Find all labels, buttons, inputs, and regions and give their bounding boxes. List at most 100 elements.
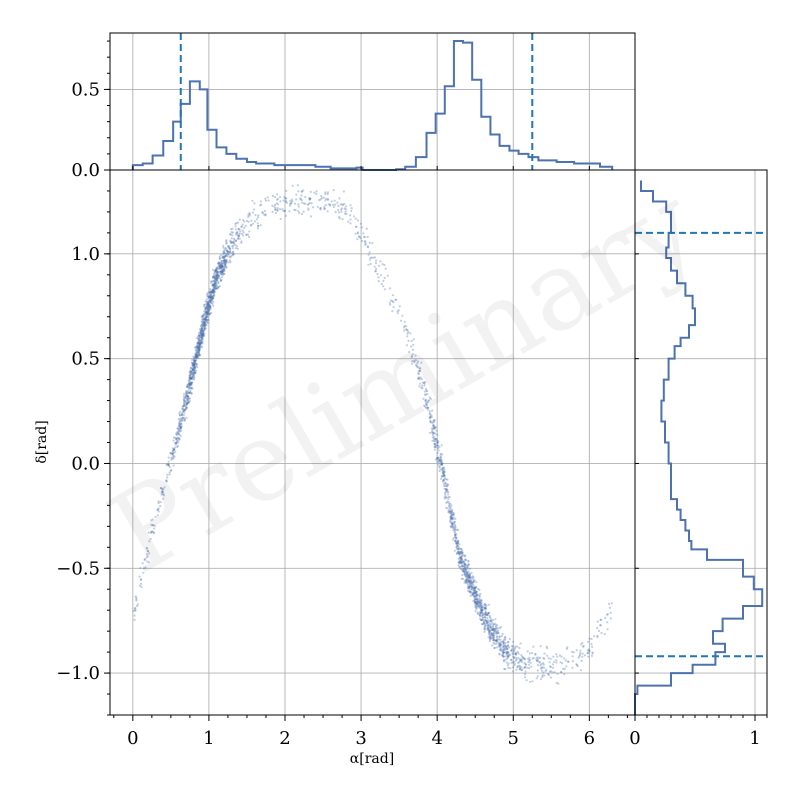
scatter-point (472, 593, 475, 596)
scatter-point (506, 648, 509, 651)
scatter-point (483, 626, 486, 629)
scatter-point (184, 400, 188, 404)
scatter-point (516, 665, 519, 668)
scatter-point (474, 606, 477, 609)
scatter-point (186, 395, 189, 398)
scatter-point (421, 387, 424, 390)
scatter-point (186, 390, 190, 393)
scatter-point (507, 651, 510, 654)
scatter-point (201, 346, 204, 349)
scatter-point (491, 633, 494, 637)
scatter-point (474, 601, 477, 604)
scatter-point (463, 562, 466, 566)
scatter-point (283, 196, 286, 199)
scatter-point (206, 315, 209, 318)
scatter-point (200, 328, 203, 331)
scatter-point (201, 334, 204, 337)
scatter-point (498, 653, 501, 656)
scatter-point (276, 197, 279, 200)
scatter-point (205, 312, 208, 315)
scatter-point (540, 667, 543, 670)
scatter-point (172, 447, 176, 451)
scatter-point (219, 279, 223, 282)
scatter-point (238, 218, 241, 221)
scatter-point (166, 473, 169, 476)
scatter-point (449, 512, 452, 515)
scatter-point (488, 633, 491, 636)
scatter-point (411, 348, 414, 351)
scatter-point (543, 674, 546, 677)
scatter-point (436, 456, 439, 460)
scatter-point (391, 310, 394, 313)
scatter-point (195, 355, 198, 358)
scatter-point (583, 654, 587, 657)
scatter-point (421, 381, 425, 384)
scatter-point (278, 208, 282, 211)
scatter-point (479, 612, 482, 615)
scatter-point (432, 424, 435, 427)
scatter-point (467, 589, 470, 593)
scatter-point (480, 601, 483, 605)
scatter-point (428, 413, 431, 416)
scatter-point (444, 482, 447, 485)
scatter-point (214, 268, 217, 271)
scatter-point (178, 424, 181, 427)
scatter-point (219, 270, 222, 273)
scatter-point (217, 261, 221, 264)
scatter-point (579, 651, 582, 655)
scatter-point (191, 370, 194, 373)
scatter-point (226, 252, 229, 255)
scatter-point (232, 241, 235, 244)
scatter-point (156, 514, 159, 517)
scatter-point (480, 619, 483, 622)
scatter-point (415, 365, 418, 368)
scatter-point (502, 645, 505, 648)
scatter-point (479, 599, 482, 603)
scatter-point (205, 312, 208, 315)
scatter-point (203, 303, 206, 306)
scatter-point (199, 342, 202, 345)
scatter-point (181, 414, 184, 417)
scatter-point (181, 418, 184, 422)
scatter-point (472, 576, 475, 579)
scatter-point (175, 438, 178, 441)
scatter-point (366, 246, 370, 249)
scatter-point (429, 415, 432, 418)
scatter-point (476, 605, 479, 608)
scatter-point (343, 207, 346, 210)
scatter-point (252, 208, 256, 211)
scatter-point (495, 623, 499, 627)
scatter-point (201, 326, 204, 329)
scatter-point (434, 437, 437, 440)
scatter-point (250, 224, 253, 227)
scatter-point (181, 416, 184, 420)
scatter-point (187, 388, 190, 391)
scatter-point (423, 393, 426, 396)
scatter-point (150, 530, 153, 533)
scatter-point (563, 657, 566, 660)
scatter-point (213, 277, 216, 280)
scatter-point (490, 628, 493, 631)
scatter-point (443, 471, 446, 474)
scatter-point (491, 644, 494, 647)
scatter-point (363, 235, 366, 238)
scatter-point (140, 578, 143, 581)
scatter-point (495, 639, 498, 642)
scatter-point (217, 264, 221, 267)
scatter-point (461, 551, 464, 554)
scatter-point (219, 264, 222, 267)
scatter-point (429, 421, 433, 424)
scatter-point (504, 655, 507, 658)
scatter-point (206, 307, 210, 310)
scatter-point (192, 378, 195, 381)
scatter-point (192, 358, 195, 361)
scatter-point (162, 493, 165, 496)
main-grid (110, 170, 635, 715)
scatter-point (306, 203, 309, 206)
scatter-point (186, 391, 189, 395)
axis-ticks: 0 1 2 3 4 5 6−1.0−0.50.00.51.00.00.50 1 (56, 40, 768, 749)
scatter-point (457, 552, 460, 555)
scatter-point (457, 540, 460, 543)
top-y-tick-label: 0.5 (71, 79, 100, 100)
scatter-point (203, 323, 206, 327)
